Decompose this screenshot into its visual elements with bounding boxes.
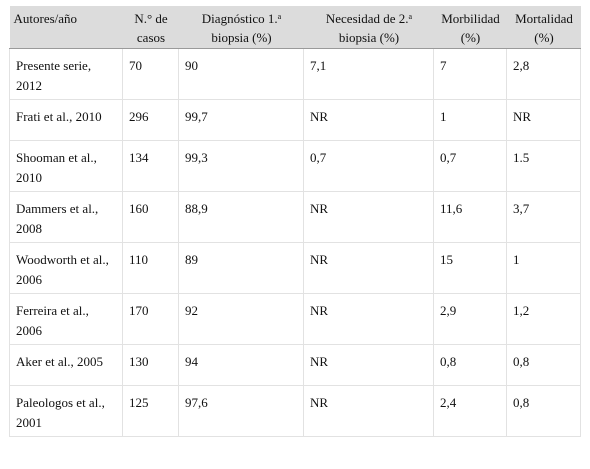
cell-second-biopsy-need: NR	[303, 99, 434, 141]
comparison-table: Autores/año N.° de casos Diagnóstico 1.a b…	[9, 6, 581, 437]
cell-morbidity: 2,9	[433, 293, 507, 345]
header-second-biopsy-need: Necesidad de 2.a biopsia (%)	[303, 6, 434, 49]
cell-first-biopsy-diagnosis: 88,9	[178, 191, 304, 243]
cell-authors-year: Dammers et al., 2008	[9, 191, 123, 243]
cell-first-biopsy-diagnosis: 90	[178, 48, 304, 100]
cell-case-count: 130	[122, 344, 179, 386]
header-authors-year: Autores/año	[9, 6, 123, 49]
header-row: Autores/año N.° de casos Diagnóstico 1.a b…	[9, 6, 581, 49]
cell-mortality: 2,8	[506, 48, 581, 100]
cell-case-count: 110	[122, 242, 179, 294]
cell-first-biopsy-diagnosis: 89	[178, 242, 304, 294]
cell-morbidity: 1	[433, 99, 507, 141]
table-row: Ferreira et al., 2006 170 92 NR 2,9 1,2	[9, 293, 581, 345]
header-case-count: N.° de casos	[122, 6, 179, 49]
cell-mortality: 1.5	[506, 140, 581, 192]
header-mortality: Mortalidad (%)	[506, 6, 581, 49]
table-row: Aker et al., 2005 130 94 NR 0,8 0,8	[9, 344, 581, 386]
cell-first-biopsy-diagnosis: 99,3	[178, 140, 304, 192]
table-row: Frati et al., 2010 296 99,7 NR 1 NR	[9, 99, 581, 141]
cell-case-count: 296	[122, 99, 179, 141]
cell-authors-year: Woodworth et al., 2006	[9, 242, 123, 294]
cell-mortality: NR	[506, 99, 581, 141]
cell-case-count: 70	[122, 48, 179, 100]
cell-first-biopsy-diagnosis: 92	[178, 293, 304, 345]
header-morbidity: Morbilidad (%)	[433, 6, 507, 49]
cell-case-count: 134	[122, 140, 179, 192]
cell-second-biopsy-need: NR	[303, 385, 434, 437]
cell-case-count: 125	[122, 385, 179, 437]
table-row: Dammers et al., 2008 160 88,9 NR 11,6 3,7	[9, 191, 581, 243]
table-row: Presente serie, 2012 70 90 7,1 7 2,8	[9, 48, 581, 100]
cell-first-biopsy-diagnosis: 97,6	[178, 385, 304, 437]
cell-case-count: 160	[122, 191, 179, 243]
cell-first-biopsy-diagnosis: 99,7	[178, 99, 304, 141]
cell-first-biopsy-diagnosis: 94	[178, 344, 304, 386]
table-row: Paleologos et al., 2001 125 97,6 NR 2,4 0,8	[9, 385, 581, 437]
cell-second-biopsy-need: NR	[303, 191, 434, 243]
cell-second-biopsy-need: 7,1	[303, 48, 434, 100]
header-first-biopsy-diagnosis: Diagnóstico 1.a biopsia (%)	[178, 6, 304, 49]
cell-morbidity: 0,7	[433, 140, 507, 192]
cell-mortality: 0,8	[506, 344, 581, 386]
cell-morbidity: 15	[433, 242, 507, 294]
cell-authors-year: Aker et al., 2005	[9, 344, 123, 386]
table-row: Shooman et al., 2010 134 99,3 0,7 0,7 1.5	[9, 140, 581, 192]
cell-second-biopsy-need: NR	[303, 242, 434, 294]
cell-authors-year: Paleologos et al., 2001	[9, 385, 123, 437]
cell-mortality: 0,8	[506, 385, 581, 437]
cell-morbidity: 7	[433, 48, 507, 100]
cell-morbidity: 11,6	[433, 191, 507, 243]
cell-authors-year: Frati et al., 2010	[9, 99, 123, 141]
cell-morbidity: 2,4	[433, 385, 507, 437]
cell-authors-year: Ferreira et al., 2006	[9, 293, 123, 345]
cell-second-biopsy-need: NR	[303, 344, 434, 386]
cell-mortality: 1	[506, 242, 581, 294]
cell-second-biopsy-need: 0,7	[303, 140, 434, 192]
table-row: Woodworth et al., 2006 110 89 NR 15 1	[9, 242, 581, 294]
cell-authors-year: Presente serie, 2012	[9, 48, 123, 100]
cell-case-count: 170	[122, 293, 179, 345]
cell-mortality: 1,2	[506, 293, 581, 345]
cell-morbidity: 0,8	[433, 344, 507, 386]
cell-second-biopsy-need: NR	[303, 293, 434, 345]
cell-authors-year: Shooman et al., 2010	[9, 140, 123, 192]
cell-mortality: 3,7	[506, 191, 581, 243]
